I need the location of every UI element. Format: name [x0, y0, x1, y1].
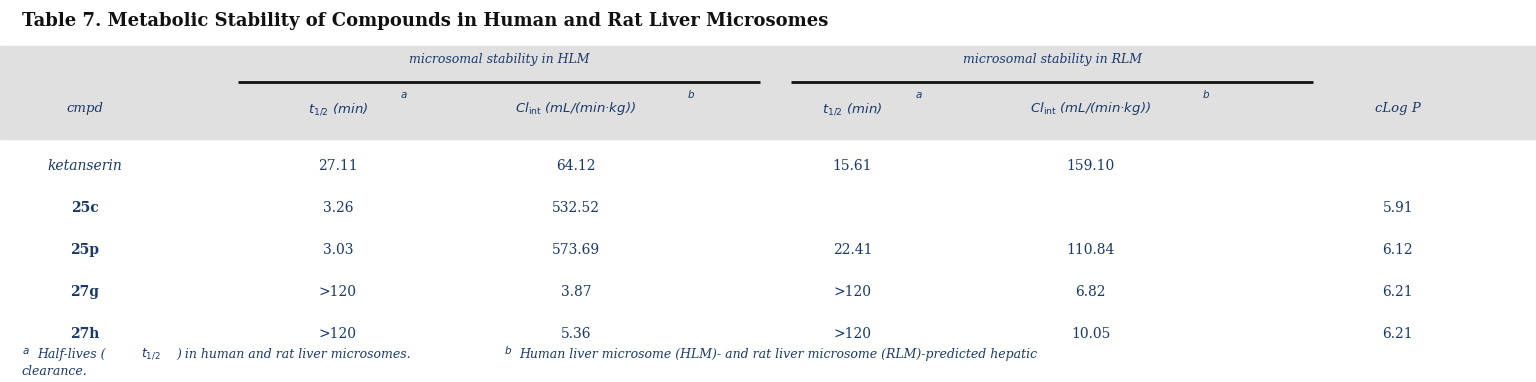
Text: >120: >120 [319, 285, 356, 299]
Text: $b$: $b$ [504, 345, 511, 356]
Text: clearance.: clearance. [22, 365, 88, 378]
Text: >120: >120 [319, 327, 356, 341]
Text: microsomal stability in HLM: microsomal stability in HLM [409, 53, 590, 66]
Text: 25p: 25p [71, 243, 98, 257]
Text: 3.26: 3.26 [323, 201, 353, 215]
Text: Table 7. Metabolic Stability of Compounds in Human and Rat Liver Microsomes: Table 7. Metabolic Stability of Compound… [22, 12, 828, 30]
Text: 6.21: 6.21 [1382, 285, 1413, 299]
Text: 532.52: 532.52 [551, 201, 601, 215]
Text: 10.05: 10.05 [1071, 327, 1111, 341]
Text: 27.11: 27.11 [318, 159, 358, 173]
Text: 110.84: 110.84 [1066, 243, 1115, 257]
Text: >120: >120 [834, 327, 871, 341]
Text: 5.91: 5.91 [1382, 201, 1413, 215]
Text: microsomal stability in RLM: microsomal stability in RLM [963, 53, 1141, 66]
Text: 6.21: 6.21 [1382, 327, 1413, 341]
Text: 573.69: 573.69 [551, 243, 601, 257]
Text: $b$: $b$ [1201, 88, 1210, 100]
Text: 22.41: 22.41 [833, 243, 872, 257]
Text: 159.10: 159.10 [1066, 159, 1115, 173]
Text: Cl$_{\rm int}$ (mL/(min·kg)): Cl$_{\rm int}$ (mL/(min·kg)) [516, 100, 636, 117]
Text: $a$: $a$ [22, 346, 29, 356]
Text: $b$: $b$ [687, 88, 696, 100]
Text: ) in human and rat liver microsomes.: ) in human and rat liver microsomes. [177, 348, 415, 361]
Text: 64.12: 64.12 [556, 159, 596, 173]
Text: cmpd: cmpd [66, 102, 103, 115]
Text: $t_{1/2}$ (min): $t_{1/2}$ (min) [307, 101, 369, 117]
Text: 6.82: 6.82 [1075, 285, 1106, 299]
Text: $a$: $a$ [401, 90, 409, 100]
Text: 3.03: 3.03 [323, 243, 353, 257]
Text: ketanserin: ketanserin [48, 159, 121, 173]
Text: Human liver microsome (HLM)- and rat liver microsome (RLM)-predicted hepatic: Human liver microsome (HLM)- and rat liv… [519, 348, 1037, 361]
Text: Half-lives (: Half-lives ( [37, 348, 106, 361]
Text: $t_{1/2}$: $t_{1/2}$ [141, 346, 161, 361]
Text: Cl$_{\rm int}$ (mL/(min·kg)): Cl$_{\rm int}$ (mL/(min·kg)) [1031, 100, 1150, 117]
Text: 25c: 25c [71, 201, 98, 215]
Text: 6.12: 6.12 [1382, 243, 1413, 257]
Text: 27h: 27h [69, 327, 100, 341]
Text: 3.87: 3.87 [561, 285, 591, 299]
Text: 27g: 27g [71, 285, 98, 299]
Text: 15.61: 15.61 [833, 159, 872, 173]
Bar [0, 46, 1536, 139]
Text: 5.36: 5.36 [561, 327, 591, 341]
Text: >120: >120 [834, 285, 871, 299]
Text: $t_{1/2}$ (min): $t_{1/2}$ (min) [822, 101, 883, 117]
Text: $a$: $a$ [915, 90, 923, 100]
Text: cLog P: cLog P [1375, 102, 1421, 115]
